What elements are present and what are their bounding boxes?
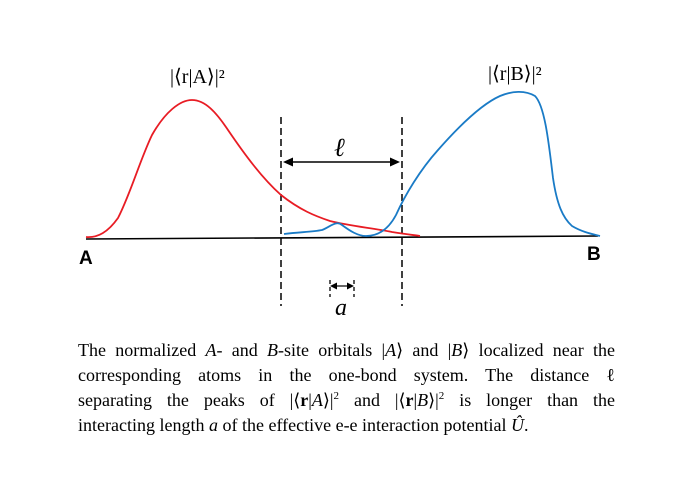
orbital-b-curve [283,90,601,237]
caption-line-3: separating the peaks of |⟨r|A⟩|2 and |⟨r… [78,390,615,410]
orbital-a-label: |⟨r|A⟩|² [170,66,225,88]
caption-line-4: interacting length a of the effective e-… [78,415,529,435]
baseline-axis [85,235,599,240]
interaction-length-symbol: a [335,295,347,321]
orbital-b-label: |⟨r|B⟩|² [488,63,542,85]
figure-caption: The normalized A- and B-site orbitals |A… [78,338,615,438]
site-a-label: A [79,248,93,269]
distance-arrowhead-right [390,157,400,167]
orbital-a-curve [85,99,421,238]
site-b-label: B [587,244,601,265]
caption-line-1: The normalized A- and B-site orbitals |A… [78,340,616,360]
distance-arrowhead-left [283,157,293,167]
interaction-arrowhead-left [330,282,337,290]
caption-line-2: corresponding atoms in the one-bond syst… [78,365,615,385]
interaction-arrowhead-right [347,282,354,290]
distance-symbol: ℓ [334,133,345,162]
